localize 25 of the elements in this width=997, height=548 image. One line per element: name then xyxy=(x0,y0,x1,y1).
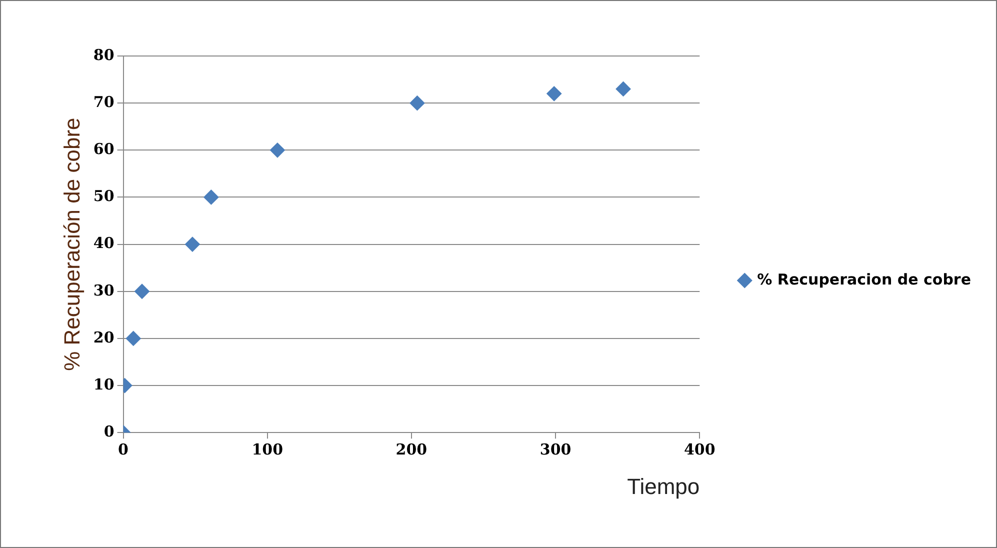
y-tick-label: 0 xyxy=(104,422,114,440)
point xyxy=(134,284,150,299)
y-tick-label: 40 xyxy=(93,234,114,252)
x-tick-label: 0 xyxy=(118,440,128,458)
y-tick-label: 80 xyxy=(93,46,114,64)
point xyxy=(546,86,562,102)
point xyxy=(270,142,285,158)
x-tick-label: 300 xyxy=(540,440,572,458)
x-tick-label: 400 xyxy=(684,440,716,458)
x-tick-label: 200 xyxy=(396,440,428,458)
y-tick-label: 20 xyxy=(93,328,114,346)
point xyxy=(616,81,631,96)
point xyxy=(204,190,219,205)
y-tick-label: 10 xyxy=(93,375,114,394)
x-axis-title: Tiempo xyxy=(627,474,700,499)
y-tick-label: 30 xyxy=(93,281,114,300)
x-tick-label: 100 xyxy=(252,440,284,458)
point xyxy=(126,330,141,346)
point xyxy=(410,96,425,111)
y-axis-title: % Recuperación de cobre xyxy=(59,118,84,371)
legend-label: % Recuperacion de cobre xyxy=(757,270,972,288)
y-tick-label: 50 xyxy=(93,187,114,206)
y-tick-label: 60 xyxy=(93,140,114,158)
point xyxy=(184,236,200,252)
y-tick-label: 70 xyxy=(93,92,114,111)
